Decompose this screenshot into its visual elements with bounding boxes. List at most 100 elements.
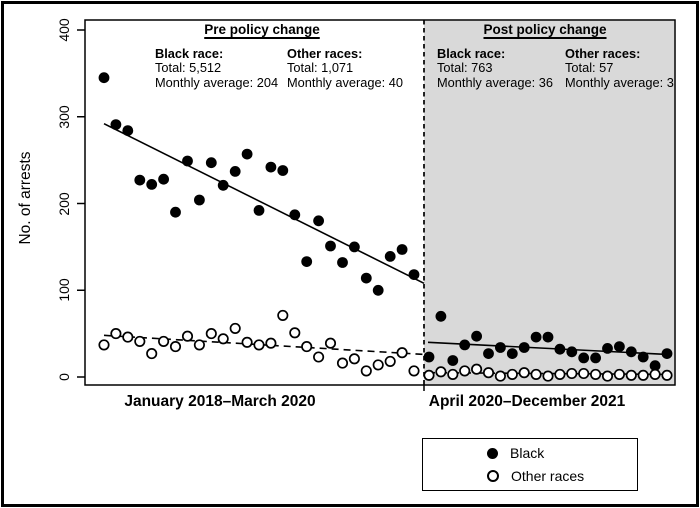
scatter-point — [146, 348, 158, 360]
scatter-point — [134, 335, 146, 347]
y-tick-label-400: 400 — [56, 18, 72, 42]
scatter-point — [566, 367, 578, 380]
pre-policy-title: Pre policy change — [204, 22, 320, 37]
trend-line-pre-black — [103, 122, 425, 285]
scatter-point — [348, 353, 360, 365]
scatter-point — [241, 148, 253, 160]
series-layer — [98, 72, 673, 382]
scatter-point — [637, 369, 649, 381]
y-tick-label-200: 200 — [56, 191, 72, 216]
pre-black-stats: Black race: Total: 5,512 Monthly average… — [155, 46, 278, 90]
scatter-point — [506, 348, 518, 359]
scatter-point — [471, 330, 482, 342]
scatter-point — [277, 309, 289, 321]
scatter-point — [408, 365, 420, 377]
scatter-point — [229, 166, 241, 177]
post-black-average: Monthly average: 36 — [437, 74, 553, 90]
scatter-point — [182, 155, 193, 167]
scatter-point — [506, 368, 518, 380]
filled-circle-icon — [487, 447, 498, 459]
legend: Black Other races — [422, 438, 638, 491]
scatter-point — [110, 119, 122, 130]
post-black-stats: Black race: Total: 763 Monthly average: … — [437, 46, 553, 90]
pre-black-total: Total: 5,512 — [155, 60, 222, 76]
scatter-point — [408, 269, 420, 280]
scatter-point — [122, 331, 134, 343]
scatter-point — [396, 347, 408, 359]
scatter-point — [435, 366, 447, 378]
scatter-point — [217, 333, 229, 345]
scatter-point — [360, 365, 372, 377]
scatter-point — [435, 310, 447, 322]
scatter-point — [349, 241, 360, 253]
scatter-point — [530, 331, 542, 343]
scatter-point — [194, 194, 205, 206]
scatter-point — [158, 335, 170, 347]
scatter-point — [423, 369, 435, 381]
pre-other-total: Total: 1,071 — [287, 60, 354, 76]
pre-other-heading: Other races: — [287, 46, 363, 61]
post-black-heading: Black race: — [437, 46, 506, 61]
scatter-point — [324, 337, 337, 349]
scatter-point — [384, 251, 396, 262]
post-other-total: Total: 57 — [565, 60, 614, 76]
scatter-point — [146, 179, 158, 190]
scatter-point — [193, 339, 205, 351]
scatter-point — [98, 72, 110, 84]
scatter-point — [661, 369, 673, 381]
scatter-point — [170, 206, 181, 218]
scatter-point — [336, 357, 349, 369]
scatter-point — [542, 370, 554, 382]
scatter-point — [649, 368, 661, 380]
scatter-point — [289, 209, 301, 221]
scatter-point — [661, 348, 673, 359]
scatter-point — [396, 244, 408, 255]
scatter-point — [494, 370, 506, 382]
scatter-point — [253, 339, 265, 351]
legend-item-other-races: Other races — [487, 468, 637, 484]
scatter-point — [158, 173, 170, 185]
scatter-point — [384, 355, 396, 367]
scatter-point — [471, 363, 483, 375]
post-other-average: Monthly average: 3 — [565, 74, 674, 90]
scatter-point — [337, 257, 348, 268]
open-circle-icon — [487, 470, 499, 482]
scatter-point — [530, 368, 542, 380]
scatter-point — [217, 179, 229, 191]
scatter-point — [372, 284, 384, 296]
scatter-point — [301, 256, 313, 267]
scatter-point — [360, 272, 372, 284]
scatter-point — [423, 351, 435, 363]
scatter-point — [110, 328, 122, 340]
scatter-point — [590, 352, 601, 364]
legend-black-label: Black — [510, 445, 545, 461]
scatter-point — [265, 161, 277, 173]
scatter-point — [301, 341, 313, 353]
scatter-point — [566, 346, 578, 358]
y-axis-ticks — [77, 29, 85, 378]
scatter-point — [241, 336, 253, 348]
scatter-point — [483, 348, 494, 359]
plot-frame — [84, 19, 676, 386]
y-tick-label-0: 0 — [56, 373, 72, 381]
scatter-point — [459, 365, 471, 377]
scatter-point — [625, 369, 637, 381]
pre-black-heading: Black race: — [155, 46, 224, 61]
scatter-point — [122, 125, 134, 136]
scatter-point — [625, 346, 637, 358]
scatter-point — [277, 165, 289, 176]
scatter-point — [518, 342, 530, 353]
legend-other-label: Other races — [511, 468, 585, 484]
scatter-point — [289, 327, 301, 339]
pre-other-average: Monthly average: 40 — [287, 74, 403, 90]
scatter-point — [554, 343, 566, 355]
scatter-point — [637, 351, 649, 363]
scatter-point — [98, 339, 110, 351]
scatter-point — [614, 341, 625, 352]
post-policy-shaded-region — [424, 20, 675, 385]
y-tick-label-300: 300 — [56, 105, 72, 129]
y-tick-label-100: 100 — [56, 278, 72, 302]
scatter-point — [205, 157, 217, 169]
post-black-total: Total: 763 — [437, 60, 493, 76]
